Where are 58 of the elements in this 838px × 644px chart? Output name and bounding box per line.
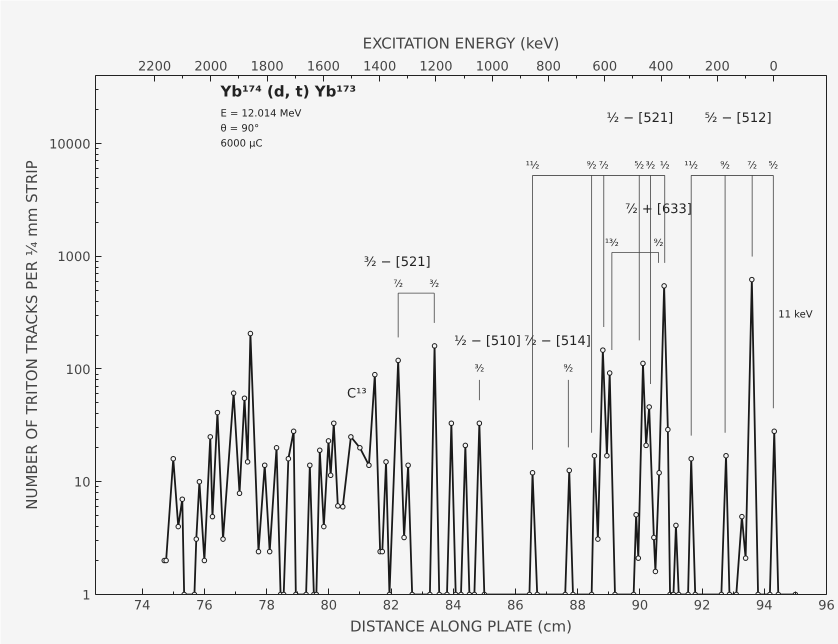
- y-tick-label: 10000: [49, 137, 91, 152]
- x-tick-label: 92: [694, 598, 710, 614]
- annotation: ⁷⁄₂: [747, 160, 757, 172]
- y-tick-label: 1: [82, 588, 91, 604]
- annotation: ³⁄₂: [429, 279, 440, 290]
- annotation: 6000 μC: [220, 138, 262, 150]
- x-tick-label: 76: [196, 598, 213, 614]
- annotation: ⁷⁄₂: [393, 279, 404, 290]
- annotation: ³⁄₂: [646, 160, 656, 172]
- annotation: ⁷⁄₂: [598, 160, 609, 172]
- x2-tick-label: 1600: [306, 60, 340, 74]
- annotation: 11 keV: [778, 310, 813, 321]
- annotation: ¹¹⁄₂: [684, 160, 698, 172]
- y-tick-label: 100: [66, 362, 91, 378]
- annotation: ³⁄₂: [474, 363, 484, 374]
- x2-tick-label: 1400: [363, 60, 396, 74]
- x-tick-label: 86: [507, 598, 524, 614]
- x-tick-label: 94: [756, 598, 773, 614]
- annotation: ⁵⁄₂: [768, 160, 778, 172]
- x-tick-label: 74: [134, 598, 150, 614]
- annotation: ⁹⁄₂: [563, 363, 574, 374]
- x-tick-label: 84: [444, 598, 462, 614]
- annotation: ⁵⁄₂: [634, 160, 644, 172]
- annotation: E = 12.014 MeV: [220, 108, 302, 120]
- y-axis-title: NUMBER OF TRITON TRACKS PER ¼ mm STRIP: [23, 160, 42, 510]
- annotation: ¹⁄₂: [660, 160, 670, 172]
- x-tick-label: 80: [320, 598, 338, 614]
- y-tick-label: 10: [74, 476, 91, 491]
- x2-axis-title: EXCITATION ENERGY (keV): [362, 34, 560, 52]
- x2-tick-label: 1800: [250, 60, 284, 74]
- annotation: Yb¹⁷⁴ (d, t) Yb¹⁷³: [220, 82, 356, 100]
- annotation: θ = 90°: [220, 124, 260, 134]
- annotation: ¹¹⁄₂: [526, 160, 540, 172]
- x2-tick-label: 0: [769, 60, 778, 74]
- annotation: ⁹⁄₂: [720, 160, 730, 172]
- annotation: ³⁄₂ − [521]: [364, 254, 431, 270]
- x-axis-title: DISTANCE ALONG PLATE (cm): [350, 618, 572, 636]
- annotation: ¹⁄₂ − [521]: [606, 111, 674, 126]
- x-tick-label: 96: [818, 598, 835, 614]
- x2-tick-label: 2200: [138, 60, 172, 74]
- x-tick-label: 82: [382, 598, 400, 614]
- annotation: C¹³: [347, 386, 367, 402]
- x-tick-label: 88: [569, 598, 586, 614]
- x2-tick-label: 200: [704, 60, 730, 74]
- annotation: ⁹⁄₂: [654, 238, 664, 249]
- y-tick-label: 1000: [57, 250, 91, 266]
- x2-tick-label: 1200: [419, 60, 453, 74]
- x-tick-label: 78: [258, 598, 275, 614]
- annotation: ¹³⁄₂: [605, 238, 619, 249]
- annotation: ⁵⁄₂ − [512]: [704, 111, 772, 126]
- x2-tick-label: 600: [592, 60, 618, 74]
- x2-tick-label: 1000: [476, 60, 509, 74]
- x2-tick-label: 2000: [194, 60, 228, 74]
- x-tick-label: 90: [632, 598, 648, 614]
- x2-tick-label: 400: [648, 60, 674, 74]
- annotation: ¹⁄₂ − [510]: [454, 334, 521, 350]
- x2-tick-label: 800: [536, 60, 561, 74]
- annotation: ⁹⁄₂: [586, 160, 596, 172]
